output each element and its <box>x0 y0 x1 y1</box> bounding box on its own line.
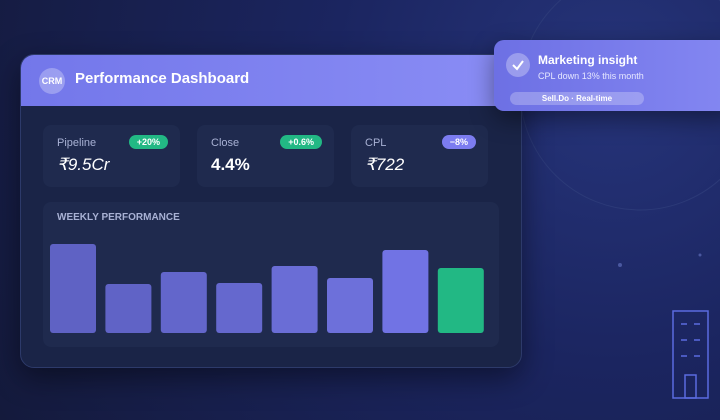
header-title: Performance Dashboard <box>75 70 250 87</box>
header: CRM Performance Dashboard <box>21 55 521 106</box>
kpi-label: Close <box>211 137 240 149</box>
kpi-change: +20% <box>128 135 168 149</box>
kpi-card: Pipeline ₹9.5Cr +20% <box>43 125 180 187</box>
check-icon <box>506 53 530 77</box>
bar <box>271 266 318 333</box>
bar <box>382 250 429 333</box>
kpi-label: CPL <box>365 137 387 149</box>
notification-message: CPL down 13% this month <box>538 71 644 81</box>
notification-title: Marketing insight <box>538 53 638 67</box>
notification: Marketing insight CPL down 13% this mont… <box>494 40 720 111</box>
bar <box>50 244 96 333</box>
chart <box>50 244 484 333</box>
dashboard-card: CRM Performance Dashboard WEEKLY PERFORM… <box>20 54 522 368</box>
kpi-value: ₹722 <box>365 155 405 174</box>
kpi-value: ₹9.5Cr <box>57 155 110 174</box>
bar <box>327 278 373 333</box>
notification-tag: Sell.Do · Real-time <box>510 92 644 105</box>
bar <box>437 268 484 333</box>
kpi-card: CPL ₹722 −8% <box>351 125 488 187</box>
chart-title: WEEKLY PERFORMANCE <box>57 212 180 223</box>
kpi-change: −8% <box>441 135 476 149</box>
kpi-label: Pipeline <box>57 137 97 149</box>
kpi-value: 4.4% <box>211 155 250 174</box>
chart-panel: WEEKLY PERFORMANCE <box>43 202 499 347</box>
bar <box>160 272 207 333</box>
bar <box>105 284 152 333</box>
kpi-change: +0.6% <box>280 135 322 149</box>
kpi-card: Close 4.4% +0.6% <box>197 125 334 187</box>
bar <box>216 283 263 333</box>
logo-badge: CRM <box>39 68 65 94</box>
